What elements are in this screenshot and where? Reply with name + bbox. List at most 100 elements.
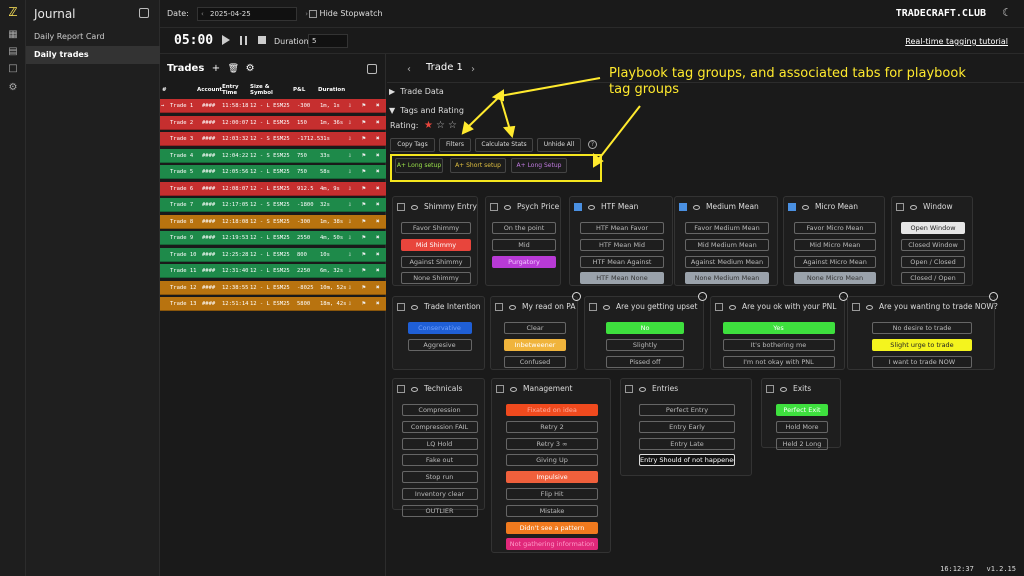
group-checkbox[interactable] — [715, 303, 723, 311]
delete-icon[interactable]: ✖ — [376, 267, 380, 274]
collapse-sidebar-icon[interactable] — [139, 8, 149, 18]
play-icon[interactable] — [222, 35, 230, 45]
action-button-unhide-all[interactable]: Unhide All — [537, 138, 581, 152]
tag-button[interactable]: No desire to trade — [872, 322, 972, 334]
star-icon[interactable]: ★ — [424, 120, 434, 131]
download-icon[interactable]: ⇩ — [348, 250, 352, 258]
download-icon[interactable]: ⇩ — [348, 118, 352, 126]
delete-icon[interactable]: ✖ — [376, 135, 380, 142]
group-checkbox[interactable] — [495, 303, 503, 311]
download-icon[interactable]: ⇩ — [348, 217, 352, 225]
trade-data-section[interactable]: ▶ Trade Data — [389, 87, 444, 96]
gear-icon[interactable]: ⚙ — [8, 82, 18, 93]
tag-button[interactable]: HTF Mean Favor — [580, 222, 664, 234]
download-icon[interactable]: ⇩ — [348, 283, 352, 291]
table-row[interactable]: Trade 13 #### 12:51:14 12 - L ESM25 5800 18m,… — [160, 297, 386, 311]
eye-icon[interactable] — [588, 204, 595, 210]
table-row[interactable]: Trade 8 #### 12:18:08 12 - S ESM25 -300 1m, 3… — [160, 214, 386, 229]
tag-button[interactable]: Compression FAIL — [401, 420, 478, 433]
eye-icon[interactable] — [780, 386, 787, 392]
hide-stopwatch-toggle[interactable]: Hide Stopwatch — [309, 9, 383, 18]
theme-toggle-icon[interactable]: ☾ — [1002, 6, 1012, 19]
tag-button[interactable]: Impulsive — [506, 471, 598, 484]
tutorial-link[interactable]: Real-time tagging tutorial — [905, 37, 1008, 46]
delete-icon[interactable]: ✖ — [376, 151, 380, 159]
delete-icon[interactable]: ✖ — [376, 250, 380, 258]
download-icon[interactable]: ⇩ — [348, 151, 352, 159]
delete-icon[interactable]: ✖ — [376, 102, 380, 109]
playbook-tab[interactable]: A+ Long Setup — [511, 158, 567, 173]
flag-icon[interactable]: ⚑ — [362, 151, 366, 159]
eye-icon[interactable] — [509, 304, 516, 310]
next-date-icon[interactable]: › — [305, 10, 308, 18]
tag-button[interactable]: Perfect Entry — [639, 404, 735, 416]
group-checkbox[interactable] — [397, 303, 405, 311]
table-row[interactable]: Trade 11 #### 12:31:40 12 - L ESM25 2250 6m, … — [160, 264, 386, 278]
tag-button[interactable]: Entry Late — [639, 437, 735, 450]
flag-icon[interactable]: ⚑ — [362, 135, 366, 142]
tag-button[interactable]: Favor Shimmy — [401, 222, 471, 234]
tag-button[interactable]: HTF Mean Mid — [580, 238, 664, 251]
tag-button[interactable]: Against Micro Mean — [794, 255, 876, 268]
rating-stars[interactable]: ★ ☆ ☆ — [421, 120, 457, 131]
hide-stopwatch-checkbox[interactable] — [309, 9, 317, 18]
tag-button[interactable]: Conservative — [407, 322, 472, 334]
tag-button[interactable]: Slight urge to trade — [872, 338, 972, 351]
tag-button[interactable]: Aggresive — [407, 338, 472, 351]
tag-button[interactable]: HTF Mean Against — [580, 255, 664, 268]
tag-button[interactable]: No — [606, 322, 684, 334]
flag-icon[interactable]: ⚑ — [362, 250, 366, 258]
tag-button[interactable]: None Shimmy — [401, 272, 471, 285]
sidebar-item-daily-report-card[interactable]: Daily Report Card — [34, 32, 105, 41]
tag-button[interactable]: Held 2 Long — [776, 437, 828, 450]
tag-button[interactable]: Retry 3 ∞ — [506, 437, 598, 450]
tag-button[interactable]: Entry Early — [639, 420, 735, 433]
tag-button[interactable]: Stop run — [401, 471, 478, 484]
file-icon[interactable]: □ — [8, 63, 18, 74]
flag-icon[interactable]: ⚑ — [362, 283, 366, 291]
tag-button[interactable]: Inventory clear — [401, 488, 478, 500]
group-checkbox[interactable] — [397, 203, 405, 211]
delete-icon[interactable]: ✖ — [376, 201, 380, 208]
delete-icon[interactable]: ✖ — [376, 283, 380, 291]
tag-button[interactable]: Against Medium Mean — [685, 255, 769, 268]
trash-icon[interactable]: 🗑 — [227, 64, 240, 74]
tag-button[interactable]: HTF Mean None — [580, 272, 664, 285]
download-icon[interactable]: ⇩ — [348, 184, 352, 192]
tag-button[interactable]: Closed / Open — [901, 272, 965, 285]
alarm-icon[interactable] — [698, 292, 707, 301]
table-row[interactable]: Trade 5 #### 12:05:56 12 - L ESM25 750 58s ⇩ ⚑ ✖ — [160, 165, 386, 179]
tag-button[interactable]: Inbetweener — [504, 338, 566, 351]
tag-button[interactable]: Fixated on idea — [506, 404, 598, 416]
tag-button[interactable]: Against Shimmy — [401, 255, 471, 268]
tag-button[interactable]: Entry Should of not happened — [639, 454, 735, 467]
action-button-calculate-stats[interactable]: Calculate Stats — [475, 138, 533, 152]
star-icon[interactable]: ☆ — [447, 120, 457, 131]
tag-button[interactable]: None Micro Mean — [794, 272, 876, 285]
tag-button[interactable]: Clear — [504, 322, 566, 334]
star-icon[interactable]: ☆ — [436, 120, 445, 131]
download-icon[interactable]: ⇩ — [348, 102, 352, 109]
tag-button[interactable]: Closed Window — [901, 238, 965, 251]
download-icon[interactable]: ⇩ — [348, 168, 352, 175]
group-checkbox[interactable] — [496, 385, 504, 393]
group-checkbox[interactable] — [574, 203, 582, 211]
tag-button[interactable]: It's bothering me — [722, 338, 835, 351]
download-icon[interactable]: ⇩ — [348, 267, 352, 274]
tag-button[interactable]: Not gathering information — [506, 538, 598, 551]
table-row[interactable]: Trade 6 #### 12:08:07 12 - L ESM25 912.5 4m, … — [160, 181, 386, 196]
add-trade-icon[interactable]: + — [211, 63, 221, 74]
tag-button[interactable]: Mid Shimmy — [401, 238, 471, 251]
group-checkbox[interactable] — [397, 385, 405, 393]
group-checkbox[interactable] — [766, 385, 774, 393]
tags-rating-section[interactable]: ▼ Tags and Rating — [389, 106, 464, 115]
eye-icon[interactable] — [411, 204, 418, 210]
tag-button[interactable]: On the point — [492, 222, 556, 234]
help-icon[interactable]: ? — [588, 140, 597, 149]
tag-button[interactable]: Compression — [401, 404, 478, 416]
flag-icon[interactable]: ⚑ — [362, 118, 366, 126]
journal-icon[interactable]: ▤ — [8, 46, 18, 57]
tag-button[interactable]: Perfect Exit — [776, 404, 828, 416]
group-checkbox[interactable] — [589, 303, 597, 311]
download-icon[interactable]: ⇩ — [348, 300, 352, 307]
